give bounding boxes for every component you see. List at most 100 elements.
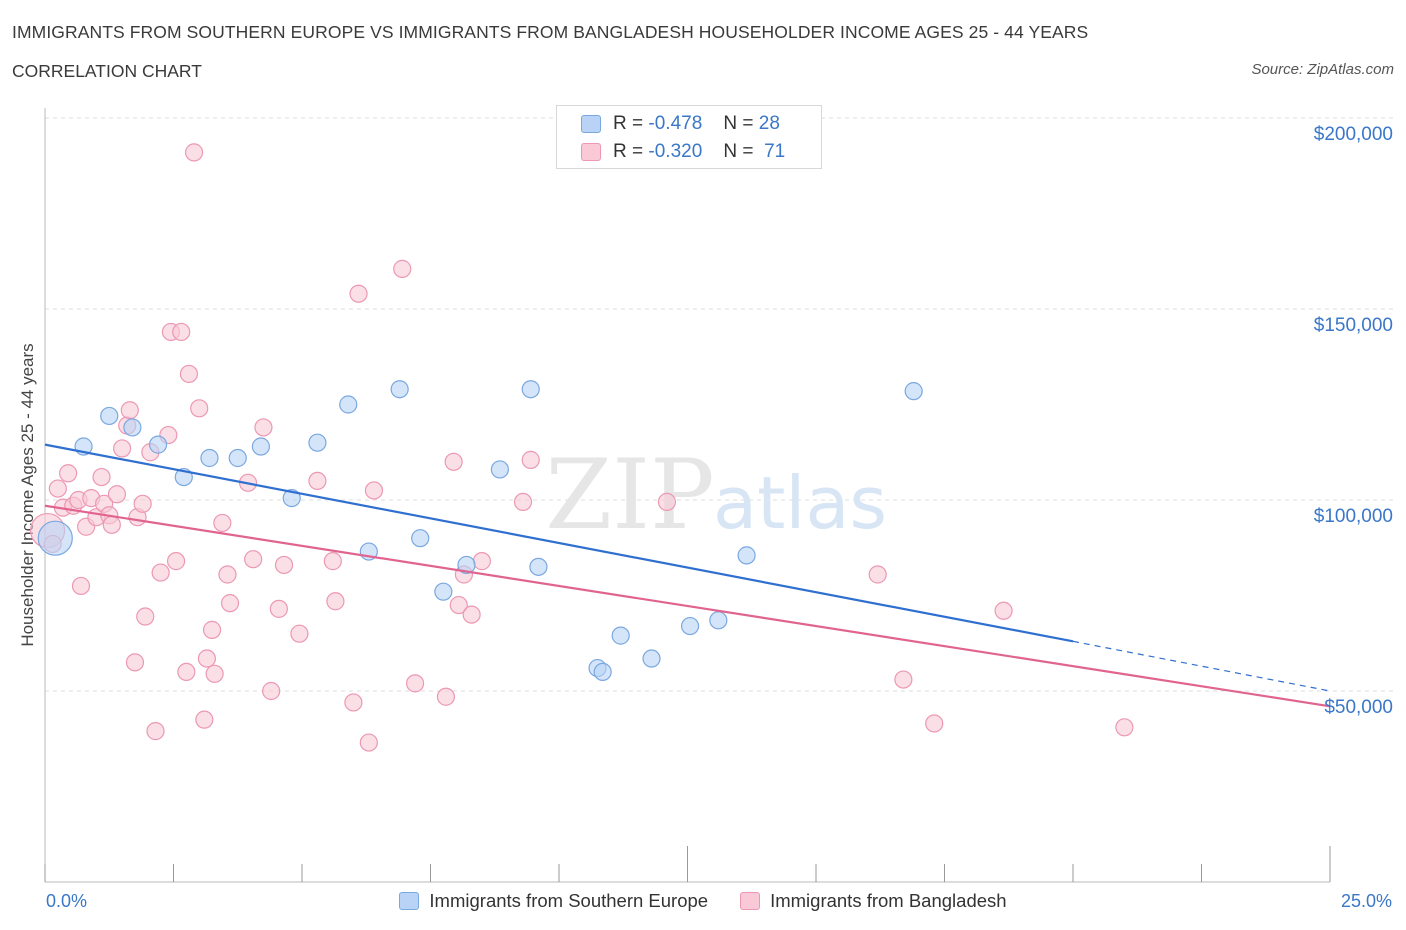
stats-row-bangladesh: R = -0.320 N = 71	[581, 140, 785, 164]
data-point	[904, 382, 923, 401]
r-label: R =	[613, 113, 644, 134]
bottom-legend: Immigrants from Southern Europe Immigran…	[0, 890, 1406, 912]
data-point	[513, 492, 533, 512]
data-point	[472, 552, 491, 571]
data-point	[405, 674, 425, 693]
data-point	[490, 460, 509, 479]
data-point	[323, 552, 342, 571]
data-point	[269, 599, 288, 618]
data-point	[172, 322, 191, 342]
data-point	[339, 395, 358, 414]
data-point	[102, 515, 121, 534]
blue-swatch	[581, 115, 601, 133]
data-point	[48, 479, 67, 498]
data-point	[123, 418, 142, 437]
data-point	[202, 620, 222, 639]
data-point	[92, 467, 111, 487]
data-point	[457, 555, 476, 575]
data-point	[521, 450, 540, 469]
n-label: N =	[723, 113, 754, 134]
trend-lines	[44, 443, 1331, 708]
data-point	[146, 722, 165, 741]
n-label: N =	[723, 141, 754, 162]
data-point	[393, 259, 412, 278]
n-value: 28	[758, 113, 780, 134]
data-point	[220, 594, 240, 613]
data-point	[434, 582, 453, 601]
data-point	[282, 488, 301, 508]
x-tick-min: 0.0%	[46, 891, 88, 911]
stats-row-southern-europe: R = -0.478 N = 28	[581, 112, 780, 136]
chart-title: IMMIGRANTS FROM SOUTHERN EUROPE VS IMMIG…	[12, 22, 1089, 42]
data-point	[308, 433, 327, 452]
data-point	[359, 733, 378, 752]
data-point	[521, 380, 540, 399]
data-point	[200, 448, 219, 468]
data-point	[112, 439, 132, 458]
y-tick-label: $150,000	[1314, 315, 1393, 336]
data-point	[411, 529, 430, 548]
trend-line-southern-europe-extension	[1072, 640, 1331, 692]
y-tick-label: $200,000	[1314, 124, 1393, 145]
data-point	[179, 364, 199, 384]
data-point	[184, 143, 204, 162]
data-point	[151, 563, 170, 582]
data-point	[593, 662, 612, 682]
watermark-atlas: atlas	[713, 461, 887, 545]
trend-line-bangladesh	[44, 504, 1331, 708]
data-point	[190, 399, 209, 418]
data-point	[59, 464, 78, 483]
legend-item-southern-europe[interactable]: Immigrants from Southern Europe	[399, 890, 708, 912]
data-point	[148, 435, 168, 454]
data-point	[680, 616, 700, 636]
data-point	[262, 681, 281, 701]
data-point	[444, 452, 463, 471]
data-point	[254, 418, 273, 437]
data-point	[228, 448, 247, 468]
stats-legend: R = -0.478 N = 28 R = -0.320 N = 71	[556, 105, 822, 169]
data-point	[449, 595, 468, 615]
data-point	[213, 513, 232, 533]
data-point	[290, 624, 309, 643]
data-point	[364, 481, 384, 500]
data-point	[197, 649, 217, 668]
y-tick-labels: $200,000 $150,000 $100,000 $50,000	[1314, 124, 1393, 718]
data-point	[125, 653, 145, 672]
data-point	[218, 565, 237, 584]
data-point	[37, 520, 73, 556]
n-value: 71	[764, 141, 786, 162]
r-value: -0.320	[648, 141, 703, 162]
source-credit: Source: ZipAtlas.com	[1251, 61, 1394, 78]
data-point	[205, 664, 224, 683]
legend-label: Immigrants from Southern Europe	[429, 890, 709, 911]
watermark-zip: ZIP	[545, 439, 714, 551]
data-point	[177, 662, 196, 682]
blue-swatch	[399, 892, 420, 910]
data-point	[166, 552, 186, 571]
r-label: R =	[613, 141, 644, 162]
y-tick-label: $100,000	[1314, 506, 1393, 527]
data-point	[709, 611, 728, 630]
data-point	[133, 494, 152, 513]
data-point	[136, 607, 155, 626]
data-point	[107, 485, 127, 504]
data-point	[195, 710, 214, 729]
data-point	[344, 693, 363, 712]
pink-swatch	[740, 892, 761, 910]
data-point	[462, 605, 481, 624]
trend-line-southern-europe	[44, 443, 1074, 643]
r-value: -0.478	[648, 113, 703, 134]
series-southern-europe-points	[37, 380, 923, 682]
data-point	[894, 670, 913, 689]
data-point	[994, 601, 1013, 620]
data-point	[274, 555, 294, 575]
data-point	[529, 557, 548, 576]
data-point	[244, 550, 263, 569]
legend-label: Immigrants from Bangladesh	[770, 890, 1007, 911]
data-point	[349, 284, 368, 303]
chart-subtitle: CORRELATION CHART	[12, 61, 202, 81]
legend-item-bangladesh[interactable]: Immigrants from Bangladesh	[740, 890, 1007, 912]
data-point	[71, 576, 91, 596]
data-point	[326, 592, 345, 611]
